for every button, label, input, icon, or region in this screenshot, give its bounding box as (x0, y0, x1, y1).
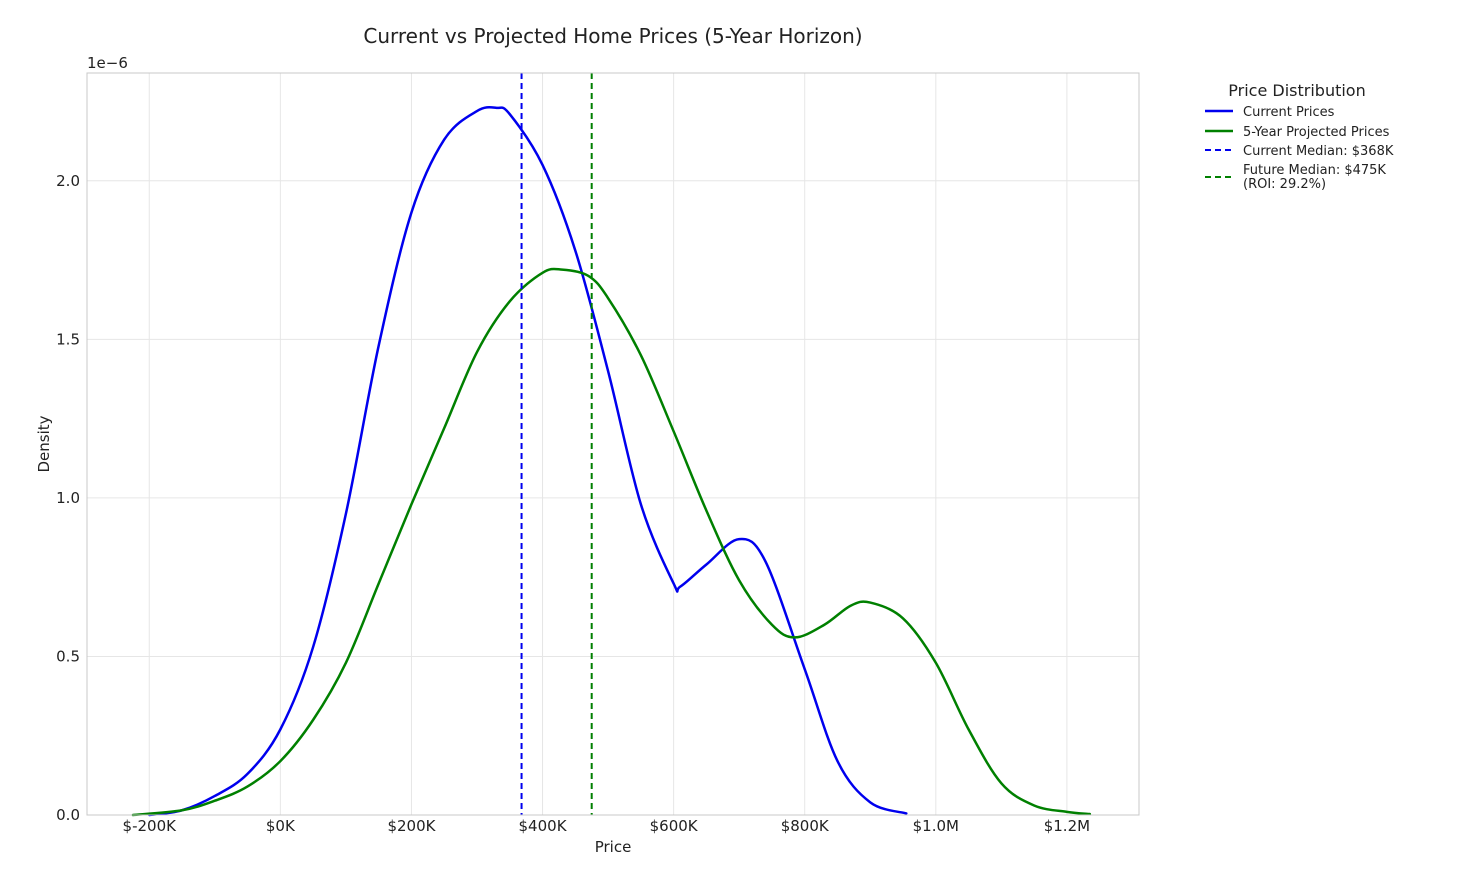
legend-label-future-median: Future Median: $475K (1243, 163, 1386, 178)
legend-label-current-median: Current Median: $368K (1243, 144, 1394, 159)
legend-label-projected-prices: 5-Year Projected Prices (1243, 125, 1390, 140)
legend-entry-current-prices: Current Prices (1205, 105, 1335, 120)
x-tick-label: $1.2M (1044, 817, 1090, 835)
x-tick-label: $800K (781, 817, 830, 835)
series-line-projected-prices (131, 267, 1092, 817)
y-tick-labels: 0.0 0.5 1.0 1.5 2.0 (56, 172, 80, 824)
legend-entry-future-median: Future Median: $475K (ROI: 29.2%) (1205, 163, 1386, 192)
legend: Price Distribution Current Prices 5-Year… (1205, 81, 1394, 192)
y-tick-label: 0.5 (56, 647, 80, 665)
x-tick-label: $600K (650, 817, 699, 835)
legend-title: Price Distribution (1228, 81, 1365, 100)
reference-lines-layer (520, 73, 593, 815)
y-tick-label: 0.0 (56, 806, 80, 824)
series-layer (131, 106, 1092, 817)
legend-label-future-median-roi: (ROI: 29.2%) (1243, 177, 1326, 192)
legend-entry-current-median: Current Median: $368K (1205, 144, 1394, 159)
x-tick-label: $400K (519, 817, 568, 835)
legend-label-current-prices: Current Prices (1243, 105, 1335, 120)
x-axis-label: Price (595, 838, 632, 856)
x-tick-label: $200K (387, 817, 436, 835)
series-line-current-prices (148, 106, 908, 817)
y-tick-label: 1.0 (56, 489, 80, 507)
x-tick-label: $-200K (123, 817, 178, 835)
y-offset-label: 1e−6 (87, 54, 128, 72)
plot-frame (86, 72, 1140, 816)
y-axis-label: Density (35, 415, 53, 472)
y-tick-label: 1.5 (56, 330, 80, 348)
x-tick-label: $1.0M (913, 817, 959, 835)
y-tick-label: 2.0 (56, 172, 80, 190)
x-tick-labels: $-200K $0K $200K $400K $600K $800K $1.0M $1.2M (123, 817, 1091, 835)
x-tick-label: $0K (266, 817, 296, 835)
legend-entry-projected-prices: 5-Year Projected Prices (1205, 125, 1390, 140)
chart-title: Current vs Projected Home Prices (5-Year… (363, 24, 862, 48)
grid-layer (87, 73, 1139, 815)
